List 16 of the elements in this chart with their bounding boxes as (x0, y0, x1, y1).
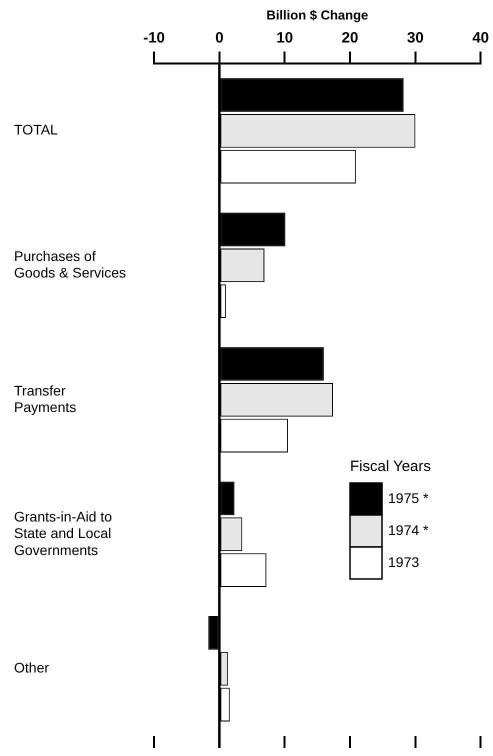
y-tick-label: Transfer Payments (14, 382, 76, 416)
x-tick-label: 40 (472, 30, 489, 47)
x-tick-label: 30 (406, 30, 424, 47)
y-tick-label: Purchases of Goods & Services (14, 248, 126, 281)
legend-label: 1974 * (388, 522, 430, 538)
x-tick-label: 0 (215, 30, 224, 47)
x-axis-title: Billion $ Change (266, 7, 368, 22)
legend-label: 1973 (388, 554, 420, 570)
y-tick-label: TOTAL (14, 122, 58, 138)
x-tick-label: 20 (342, 30, 358, 47)
y-tick-label: Grants-in-Aid to State and Local Governments (14, 508, 112, 558)
x-tick-label: -10 (143, 30, 165, 47)
legend-label: 1975 * (388, 490, 430, 506)
y-tick-label: Other (14, 660, 50, 676)
legend-title: Fiscal Years (350, 458, 431, 476)
x-tick-label: 10 (276, 30, 294, 47)
